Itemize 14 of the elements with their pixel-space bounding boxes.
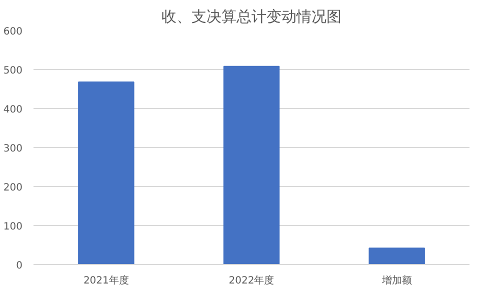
x-tick-label: 增加额	[380, 274, 412, 286]
y-tick-label: 100	[3, 222, 23, 232]
chart-title: 收、支决算总计变动情况图	[162, 8, 342, 26]
bar	[223, 66, 280, 264]
x-tick-label: 2022年度	[228, 274, 274, 286]
bar	[368, 248, 425, 264]
y-tick-label: 0	[16, 260, 23, 272]
y-tick-label: 400	[3, 104, 23, 116]
y-tick-label: 600	[3, 26, 23, 38]
y-tick-label: 300	[3, 144, 23, 154]
y-tick-label: 200	[3, 182, 23, 194]
bar	[78, 81, 134, 264]
x-tick-label: 2021年度	[83, 274, 129, 286]
y-tick-label: 500	[3, 66, 23, 76]
